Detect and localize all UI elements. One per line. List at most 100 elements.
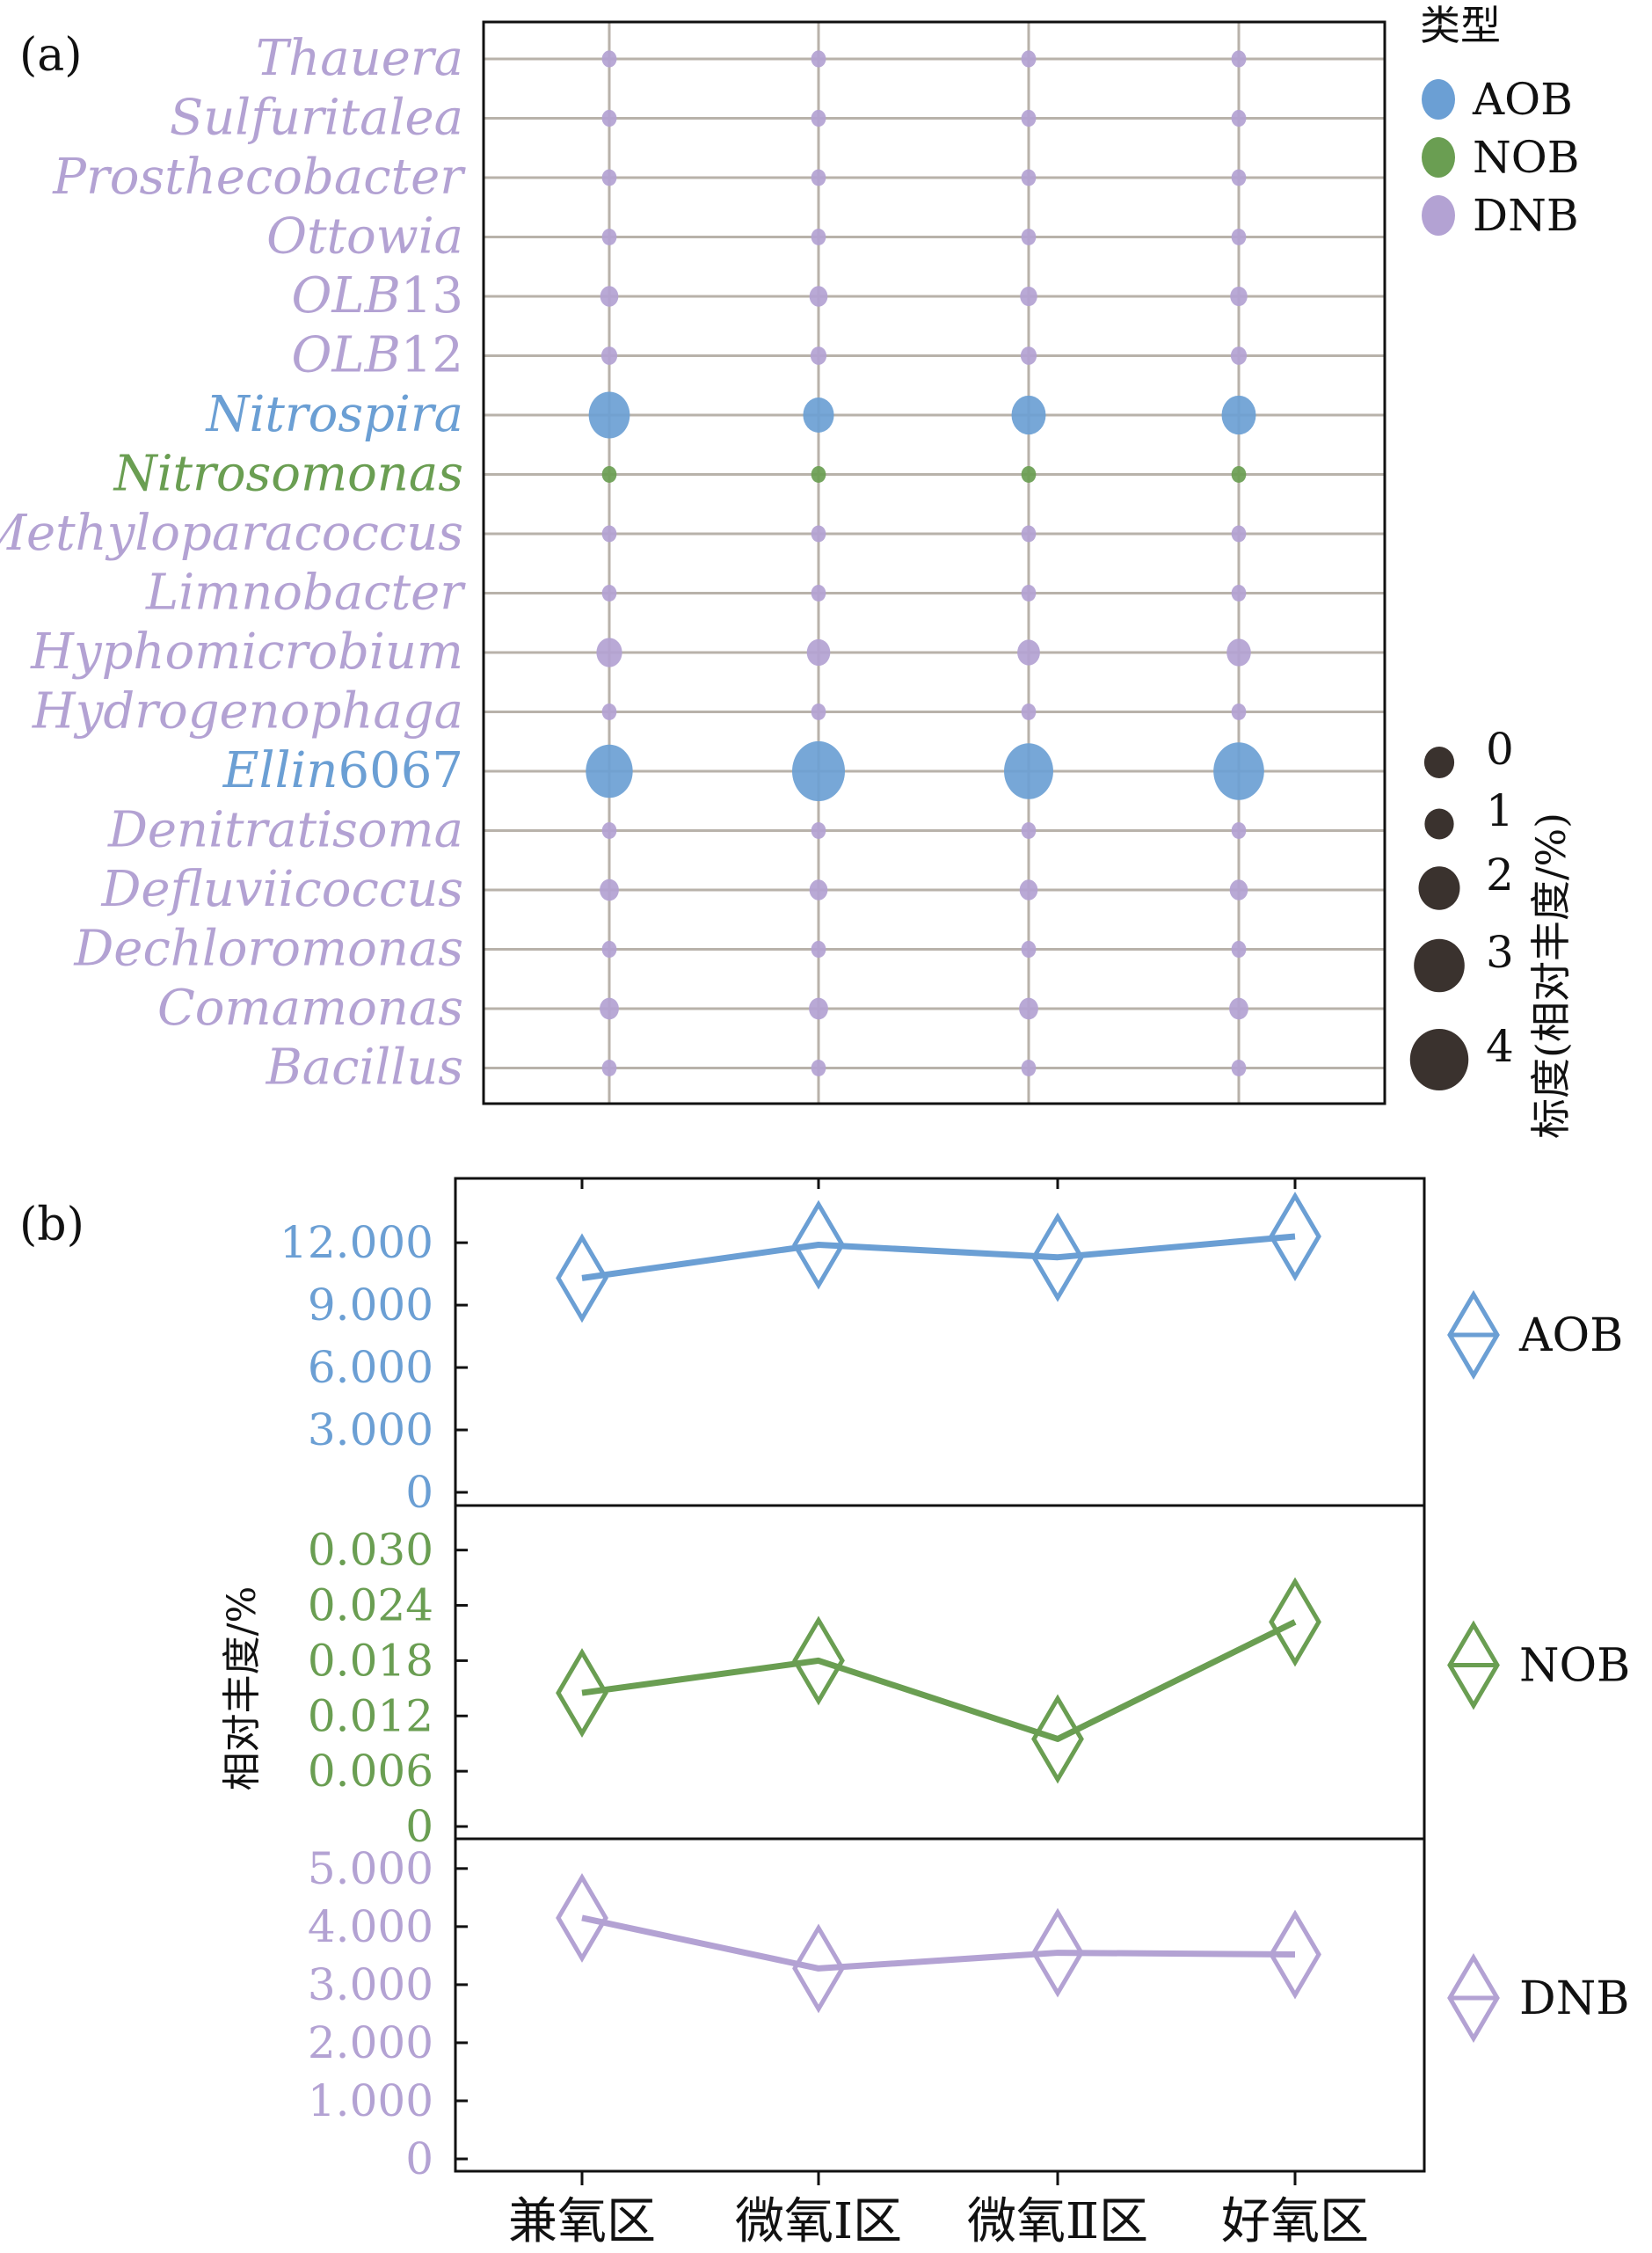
y-tick-label-NOB-4: 0.024	[308, 1580, 433, 1631]
line-legend-marker-NOB	[1447, 1620, 1500, 1710]
bubble-OLB12-3	[1020, 346, 1037, 365]
series-line-NOB	[581, 1619, 1297, 1742]
genus-label: Bacillus	[266, 1039, 463, 1097]
series-point-DNB-1	[556, 1873, 608, 1963]
bubble-Hyphomicrobium-4	[1226, 638, 1251, 667]
bubble-Sulfuritalea-4	[1231, 109, 1247, 128]
bubble-Denitratisoma-1	[601, 822, 617, 839]
genus-label: Thauera	[256, 30, 463, 87]
genus-label: OLB12	[291, 327, 463, 384]
size-legend-label-1: 1	[1486, 785, 1514, 836]
type-legend-marker-DNB	[1422, 195, 1455, 236]
size-legend-dot-0	[1423, 747, 1455, 778]
series-point-NOB-2	[792, 1615, 845, 1706]
y-tick-label-NOB-2: 0.012	[308, 1690, 433, 1741]
line-chart-ylabel: 相对丰度/%	[220, 1586, 265, 1791]
panel-a-label: (a)	[19, 29, 83, 82]
type-legend-title: 类型	[1420, 2, 1501, 49]
bubble-Methyloparacoccus-4	[1231, 525, 1247, 543]
bubble-Ottowia-2	[811, 229, 826, 245]
y-tick-label-DNB-5: 5.000	[308, 1843, 433, 1894]
line-legend-label-NOB: NOB	[1519, 1640, 1630, 1693]
genus-label: Dechloromonas	[73, 921, 463, 978]
bubble-Ottowia-1	[601, 229, 617, 245]
bubble-Sulfuritalea-1	[601, 109, 617, 128]
y-tick-label-DNB-1: 1.000	[308, 2075, 433, 2126]
bubble-OLB12-2	[810, 346, 827, 365]
line-legend-label-DNB: DNB	[1519, 1972, 1629, 2025]
bubble-Defluviicoccus-4	[1229, 879, 1248, 900]
bubble-Nitrosomonas-1	[601, 466, 617, 483]
series-point-DNB-4	[1269, 1909, 1321, 2000]
series-line-AOB	[581, 1233, 1296, 1281]
type-legend-label-NOB: NOB	[1473, 132, 1579, 183]
type-legend-marker-NOB	[1422, 137, 1455, 178]
y-tick-label-AOB-4: 12.000	[280, 1217, 433, 1268]
size-legend-dot-1	[1424, 808, 1454, 840]
series-point-NOB-1	[556, 1648, 608, 1739]
bubble-chart: ThaueraSulfuritaleaProsthecobacterOttowi…	[0, 20, 1386, 1105]
bubble-Nitrospira-3	[1011, 395, 1046, 435]
bubble-Hydrogenophaga-2	[811, 704, 826, 720]
line-legend-marker-AOB	[1447, 1290, 1500, 1380]
y-tick-label-AOB-2: 6.000	[308, 1342, 433, 1393]
genus-label: Denitratisoma	[107, 802, 463, 859]
type-legend-label-DNB: DNB	[1473, 190, 1579, 241]
bubble-Nitrospira-2	[803, 397, 834, 433]
bubble-Limnobacter-2	[811, 585, 826, 602]
bubble-Limnobacter-4	[1231, 585, 1247, 602]
bubble-Defluviicoccus-1	[600, 879, 619, 901]
bubble-Bacillus-2	[811, 1060, 826, 1076]
genus-labels: ThaueraSulfuritaleaProsthecobacterOttowi…	[0, 30, 466, 1097]
x-label-1: 兼氧区	[508, 2193, 656, 2250]
y-tick-label-AOB-1: 3.000	[308, 1404, 433, 1455]
bubble-Defluviicoccus-2	[809, 879, 828, 900]
genus-label: Nitrosomonas	[113, 446, 463, 503]
bubble-Thauera-2	[811, 50, 826, 68]
series-point-AOB-3	[1031, 1212, 1084, 1302]
bubble-OLB13-4	[1230, 286, 1248, 307]
series-point-AOB-4	[1269, 1192, 1321, 1281]
bubble-Prosthecobacter-1	[601, 169, 617, 186]
bubble-Thauera-4	[1231, 50, 1247, 68]
bubble-Ottowia-3	[1021, 229, 1037, 245]
bubble-OLB13-3	[1020, 286, 1037, 307]
line-legend-marker-DNB	[1447, 1953, 1500, 2043]
genus-label: Sulfuritalea	[170, 90, 463, 147]
y-tick-label-NOB-0: 0	[405, 1801, 433, 1852]
bubble-Bacillus-3	[1021, 1060, 1037, 1076]
size-legend-label-2: 2	[1486, 849, 1514, 900]
bubble-Hydrogenophaga-1	[601, 704, 617, 720]
genus-label: OLB13	[291, 267, 463, 324]
bubble-Nitrosomonas-4	[1231, 466, 1247, 483]
series-line-DNB	[581, 1914, 1296, 1972]
bubble-Thauera-1	[601, 50, 617, 68]
y-tick-label-AOB-3: 9.000	[308, 1280, 433, 1331]
bubble-Methyloparacoccus-3	[1021, 525, 1037, 543]
bubble-Nitrospira-4	[1221, 395, 1256, 435]
bubble-Ottowia-4	[1231, 229, 1247, 245]
bubble-Bacillus-1	[601, 1060, 617, 1076]
bubble-Denitratisoma-3	[1021, 822, 1037, 839]
type-legend-label-AOB: AOB	[1472, 74, 1573, 125]
bubble-Hydrogenophaga-3	[1021, 704, 1037, 720]
bubble-Thauera-3	[1021, 50, 1037, 68]
line-chart-x-labels: 兼氧区 微氧Ⅰ区 微氧Ⅱ区 好氧区	[508, 2193, 1369, 2250]
genus-label: Prosthecobacter	[52, 149, 466, 206]
bubble-Comamonas-2	[809, 997, 828, 1020]
bubble-Nitrospira-1	[588, 391, 630, 439]
y-tick-label-NOB-3: 0.018	[308, 1635, 433, 1686]
bubble-OLB12-4	[1230, 346, 1248, 365]
bubble-marks	[586, 50, 1264, 1076]
series-DNB: 0 1.000 2.000 3.000 4.000 5.000	[308, 1843, 1321, 2184]
size-legend-label-4: 4	[1486, 1021, 1514, 1072]
line-legend-label-AOB: AOB	[1518, 1309, 1623, 1362]
type-legend-marker-AOB	[1422, 79, 1455, 120]
x-label-2: 微氧Ⅰ区	[735, 2193, 902, 2250]
bubble-Comamonas-1	[600, 997, 619, 1020]
genus-label: Ottowia	[266, 208, 463, 266]
line-chart: 03.0006.0009.00012.00000.0060.0120.0180.…	[220, 1177, 1630, 2250]
genus-label: Defluviicoccus	[100, 861, 463, 918]
bubble-Bacillus-4	[1231, 1060, 1247, 1076]
